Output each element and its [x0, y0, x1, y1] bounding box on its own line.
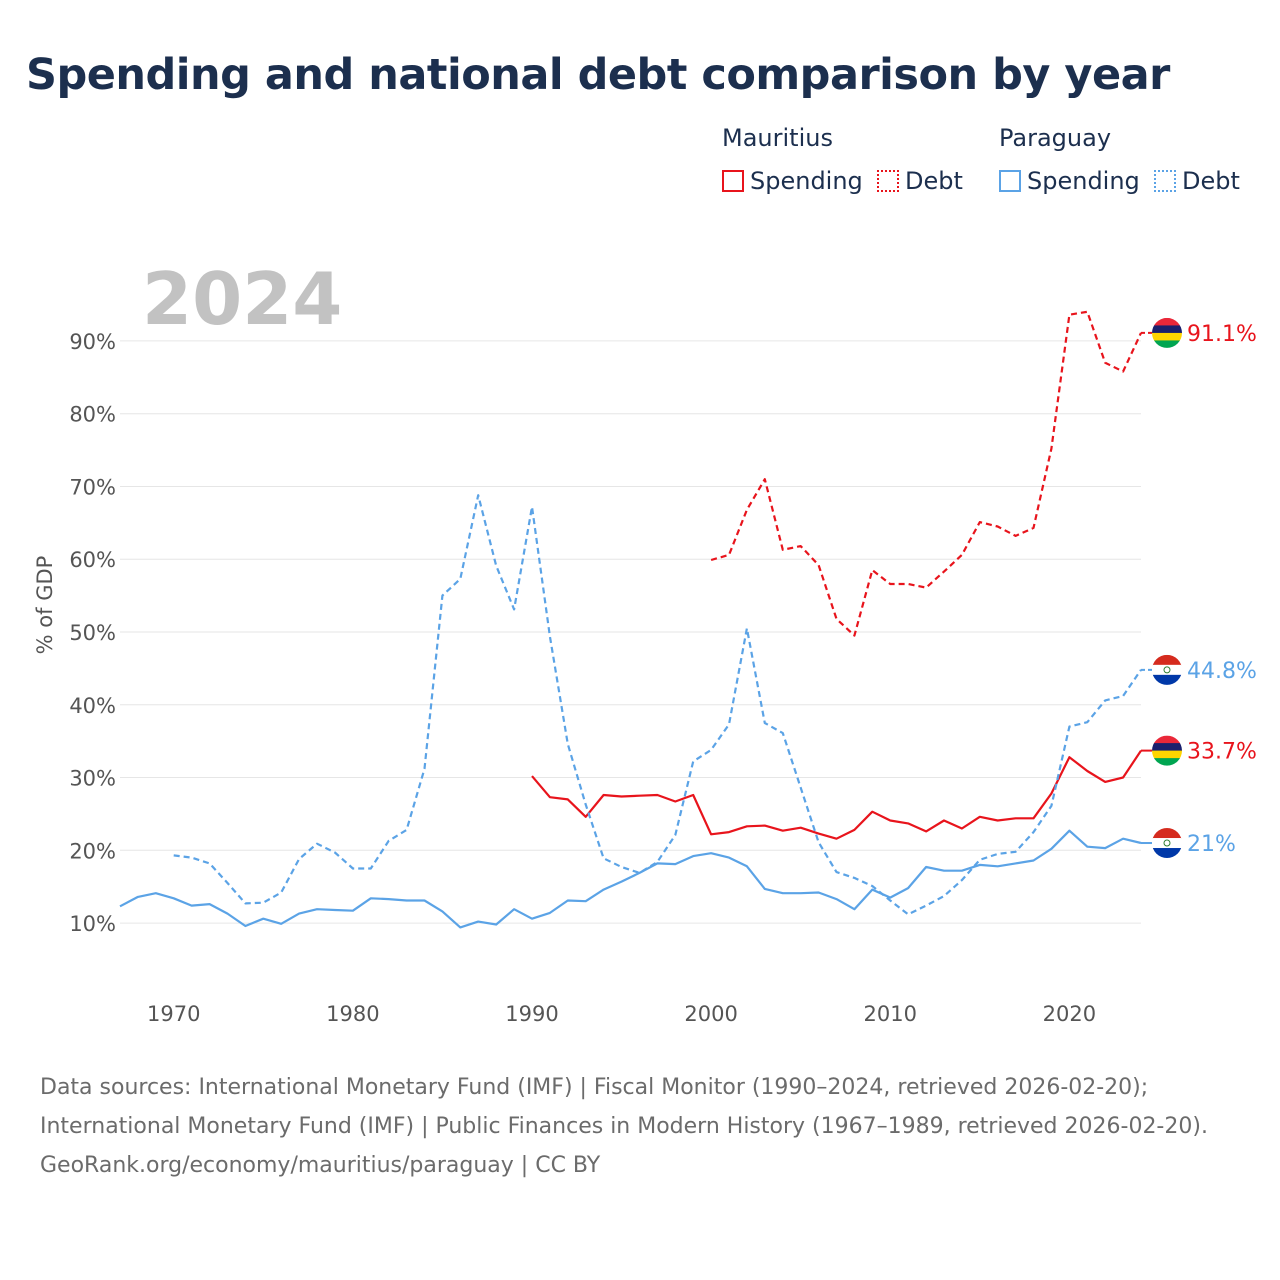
legend-country-mauritius: Mauritius: [722, 124, 833, 152]
mauritius-flag-icon: [1152, 317, 1182, 348]
legend-swatch-solid: [999, 170, 1021, 192]
end-value-label: 44.8%: [1187, 659, 1257, 684]
legend-item-mauritius-spending[interactable]: Spending: [722, 167, 863, 195]
x-tick-label: 1990: [505, 1002, 558, 1026]
series-line-mauritius-spending[interactable]: [531, 749, 1142, 840]
source-credit[interactable]: GeoRank.org/economy/mauritius/paraguay |…: [40, 1153, 601, 1178]
series-line-paraguay-spending[interactable]: [119, 829, 1142, 929]
legend-label: Spending: [750, 167, 863, 195]
y-tick-label: 50%: [69, 621, 116, 645]
series-group: [119, 310, 1142, 929]
legend-swatch-dotted: [1154, 170, 1176, 192]
legend-label: Spending: [1027, 167, 1140, 195]
y-tick-label: 90%: [69, 330, 116, 354]
legend-country-paraguay: Paraguay: [999, 124, 1112, 152]
grid-lines: [120, 340, 1141, 924]
y-tick-label: 30%: [69, 767, 116, 791]
end-value-label: 91.1%: [1187, 322, 1257, 347]
mauritius-flag-icon: [1152, 735, 1182, 766]
end-value-label: 21%: [1187, 832, 1236, 857]
x-tick-label: 1970: [147, 1002, 200, 1026]
y-tick-label: 70%: [69, 475, 116, 499]
series-line-paraguay-debt[interactable]: [173, 494, 1142, 916]
series-line-mauritius-debt[interactable]: [710, 310, 1142, 637]
paraguay-flag-icon: [1152, 654, 1182, 685]
legend-item-paraguay-debt[interactable]: Debt: [1154, 167, 1240, 195]
x-tick-label: 1980: [326, 1002, 379, 1026]
x-axis: 1970 1980 1990 2000 2010 2020: [147, 1002, 1096, 1026]
y-axis: 10% 20% 30% 40% 50% 60% 70% 80% 90%: [69, 330, 116, 936]
legend-label: Debt: [1182, 167, 1240, 195]
x-tick-label: 2010: [864, 1002, 917, 1026]
x-tick-label: 2020: [1043, 1002, 1096, 1026]
legend-item-mauritius-debt[interactable]: Debt: [877, 167, 963, 195]
year-watermark: 2024: [142, 257, 342, 341]
y-tick-label: 40%: [69, 694, 116, 718]
source-text: Data sources: International Monetary Fun…: [40, 1075, 1208, 1139]
y-tick-label: 80%: [69, 403, 116, 427]
paraguay-flag-icon: [1152, 828, 1182, 859]
legend-label: Debt: [905, 167, 963, 195]
y-axis-label: % of GDP: [33, 556, 57, 655]
chart-title: Spending and national debt comparison by…: [26, 50, 1170, 100]
x-tick-label: 2000: [684, 1002, 737, 1026]
legend-swatch-dotted: [877, 170, 899, 192]
legend-swatch-solid: [722, 170, 744, 192]
y-tick-label: 60%: [69, 548, 116, 572]
y-tick-label: 10%: [69, 912, 116, 936]
source-note: Data sources: International Monetary Fun…: [40, 1068, 1240, 1185]
y-tick-label: 20%: [69, 839, 116, 863]
end-value-label: 33.7%: [1187, 740, 1257, 765]
line-chart: 2024 10% 20% 30% 40% 50% 60% 70% 80% 90% 1970 198…: [33, 257, 1257, 1026]
legend-item-paraguay-spending[interactable]: Spending: [999, 167, 1140, 195]
end-labels: 33.7% 91.1% 21% 44.8%: [1141, 317, 1257, 859]
